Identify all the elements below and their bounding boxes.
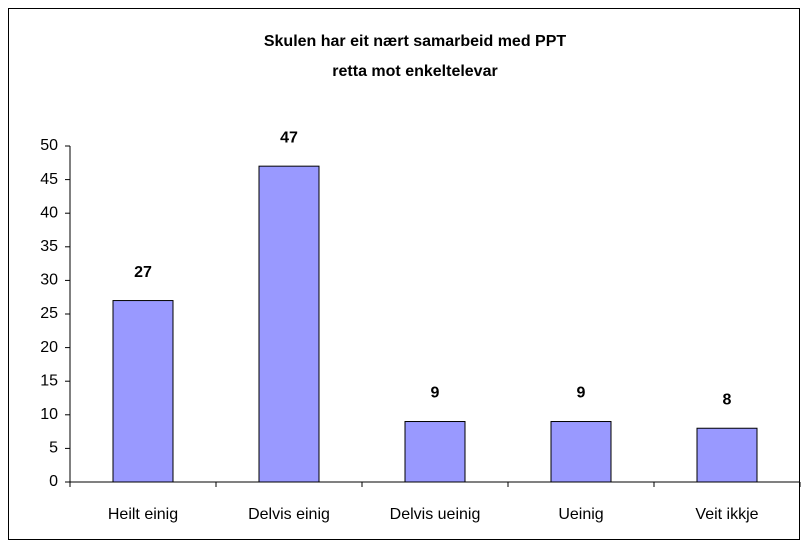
x-tick-label: Delvis einig xyxy=(248,506,330,523)
x-tick-label: Heilt einig xyxy=(108,506,178,523)
y-tick-label: 0 xyxy=(49,473,58,490)
bar xyxy=(258,165,320,483)
data-label: 8 xyxy=(723,391,732,408)
bar xyxy=(404,421,466,483)
y-tick-label: 45 xyxy=(40,171,58,188)
bar xyxy=(696,427,758,483)
y-tick-label: 35 xyxy=(40,238,58,255)
y-tick-label: 15 xyxy=(40,372,58,389)
y-tick-label: 25 xyxy=(40,305,58,322)
data-label: 9 xyxy=(431,385,440,402)
y-tick-label: 30 xyxy=(40,272,58,289)
y-tick-label: 40 xyxy=(40,204,58,221)
chart-title: retta mot enkeltelevar xyxy=(332,63,497,80)
bar xyxy=(112,300,174,483)
chart-title: Skulen har eit nært samarbeid med PPT xyxy=(264,33,567,50)
y-tick-label: 50 xyxy=(40,137,58,154)
data-label: 47 xyxy=(280,129,298,146)
y-tick-label: 10 xyxy=(40,406,58,423)
x-tick-label: Ueinig xyxy=(558,506,603,523)
data-label: 9 xyxy=(577,385,586,402)
bar xyxy=(550,421,612,483)
x-tick-label: Veit ikkje xyxy=(695,506,758,523)
y-tick-label: 5 xyxy=(49,440,58,457)
y-tick-label: 20 xyxy=(40,339,58,356)
data-label: 27 xyxy=(134,264,152,281)
x-tick-label: Delvis ueinig xyxy=(390,506,481,523)
